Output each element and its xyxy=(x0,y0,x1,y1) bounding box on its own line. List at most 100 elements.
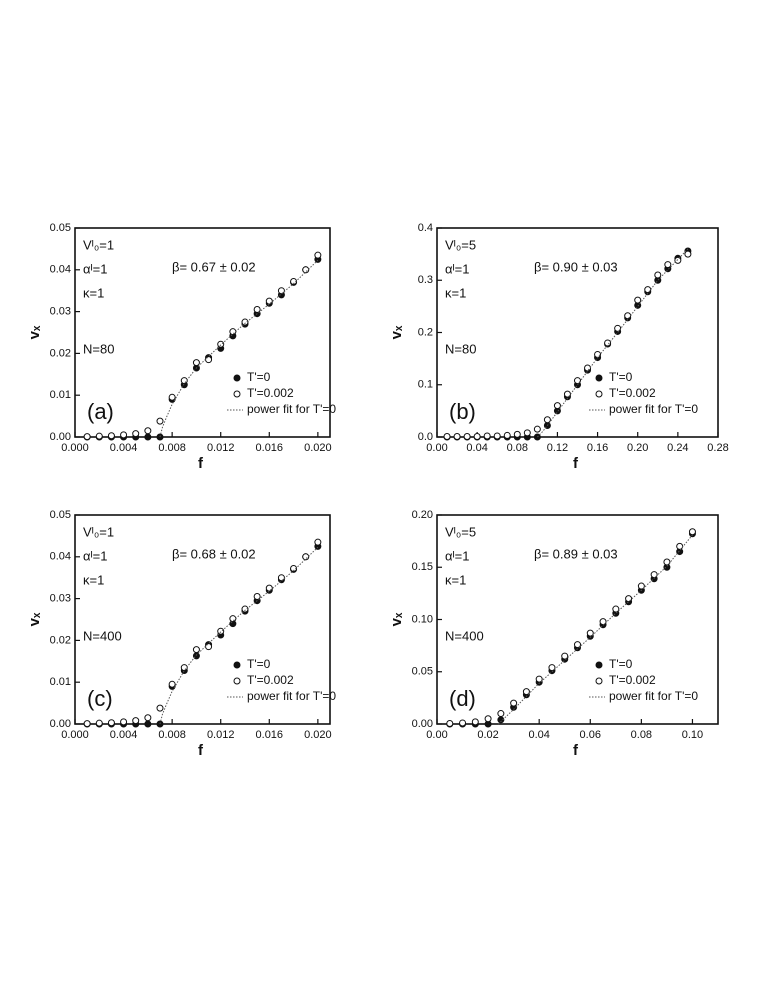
data-point xyxy=(107,719,115,727)
data-point xyxy=(95,719,103,727)
data-point xyxy=(290,565,298,573)
fit-label: β= 0.90 ± 0.03 xyxy=(534,259,618,274)
parameter: Vᴵ₀=5 xyxy=(445,237,476,252)
legend-swatch xyxy=(233,374,241,382)
data-point xyxy=(484,715,492,723)
panel-label: (d) xyxy=(449,686,476,711)
data-point xyxy=(277,574,285,582)
data-point xyxy=(574,641,581,649)
data-point xyxy=(553,402,561,410)
fit-line xyxy=(159,546,319,725)
data-point xyxy=(493,432,501,440)
data-point xyxy=(253,593,261,601)
legend-label: T'=0 xyxy=(247,370,271,384)
x-tick-label: 0.008 xyxy=(158,442,186,454)
data-point xyxy=(144,427,152,435)
y-axis-label: vₓ xyxy=(26,612,43,626)
data-point xyxy=(453,432,461,440)
data-point xyxy=(180,377,188,385)
data-point xyxy=(543,416,551,424)
fit-label: β= 0.89 ± 0.03 xyxy=(534,546,618,561)
data-point xyxy=(548,664,556,672)
data-point xyxy=(120,431,128,439)
data-point xyxy=(241,318,249,326)
data-point xyxy=(192,646,200,654)
data-point xyxy=(180,664,188,672)
x-tick-label: 0.04 xyxy=(466,442,487,454)
parameter: Vᴵ₀=1 xyxy=(83,524,114,539)
data-point xyxy=(654,271,662,279)
data-point xyxy=(253,306,261,314)
data-point xyxy=(217,627,225,635)
data-point xyxy=(688,528,696,536)
panel-label: (b) xyxy=(449,399,476,424)
data-point xyxy=(302,553,310,561)
legend-swatch xyxy=(595,661,603,669)
legend-label: power fit for T'=0 xyxy=(609,402,698,416)
data-point xyxy=(83,720,91,728)
data-point xyxy=(229,615,237,623)
parameter: κ=1 xyxy=(83,285,104,300)
data-point xyxy=(83,433,91,441)
x-tick-label: 0.012 xyxy=(207,729,235,741)
parameter: Vᴵ₀=5 xyxy=(445,524,476,539)
data-point xyxy=(446,719,454,727)
legend-label: T'=0.002 xyxy=(247,673,294,687)
legend-label: T'=0.002 xyxy=(609,386,656,400)
data-point xyxy=(535,675,543,683)
x-axis-label: f xyxy=(198,455,204,472)
data-point xyxy=(217,340,225,348)
data-point xyxy=(265,584,273,592)
legend-label: T'=0 xyxy=(609,657,633,671)
x-tick-label: 0.20 xyxy=(627,442,648,454)
data-point xyxy=(144,714,152,722)
y-tick-label: 0.04 xyxy=(50,551,71,563)
x-axis-label: f xyxy=(573,742,579,759)
y-tick-label: 0.20 xyxy=(412,509,433,521)
legend-label: T'=0 xyxy=(247,657,271,671)
data-point xyxy=(144,720,152,728)
x-tick-label: 0.24 xyxy=(667,442,688,454)
data-point xyxy=(664,261,672,269)
y-tick-label: 0.05 xyxy=(412,666,433,678)
parameter: κ=1 xyxy=(83,572,104,587)
y-axis-label: vₓ xyxy=(388,325,405,339)
x-axis-label: f xyxy=(573,455,579,472)
y-tick-label: 0.00 xyxy=(412,718,433,730)
x-tick-label: 0.08 xyxy=(507,442,528,454)
y-axis-label: vₓ xyxy=(388,612,405,626)
y-tick-label: 0.03 xyxy=(50,306,71,318)
data-point xyxy=(561,652,569,660)
y-tick-label: 0.2 xyxy=(418,326,433,338)
y-tick-label: 0.1 xyxy=(418,379,433,391)
x-axis-label: f xyxy=(198,742,204,759)
data-point xyxy=(674,256,682,264)
data-point xyxy=(95,432,103,440)
x-tick-label: 0.12 xyxy=(547,442,568,454)
data-point xyxy=(586,629,594,637)
x-tick-label: 0.012 xyxy=(207,442,235,454)
parameter: N=80 xyxy=(83,341,114,356)
legend-swatch xyxy=(233,677,241,685)
data-point xyxy=(156,417,164,425)
data-point xyxy=(676,542,684,550)
x-tick-label: 0.28 xyxy=(707,442,728,454)
parameter: αᴵ=1 xyxy=(83,261,108,276)
y-tick-label: 0.04 xyxy=(50,264,71,276)
x-tick-label: 0.02 xyxy=(477,729,498,741)
data-point xyxy=(205,643,213,651)
parameter: Vᴵ₀=1 xyxy=(83,237,114,252)
data-point xyxy=(612,605,620,613)
y-tick-label: 0.02 xyxy=(50,634,71,646)
y-tick-label: 0.0 xyxy=(418,431,433,443)
x-tick-label: 0.10 xyxy=(682,729,703,741)
data-point xyxy=(523,429,531,437)
data-point xyxy=(513,430,521,438)
data-point xyxy=(604,339,612,347)
x-tick-label: 0.004 xyxy=(110,729,138,741)
data-point xyxy=(473,432,481,440)
legend-swatch xyxy=(595,677,603,685)
parameter: αᴵ=1 xyxy=(83,548,108,563)
panel-label: (c) xyxy=(87,686,113,711)
y-tick-label: 0.15 xyxy=(412,561,433,573)
